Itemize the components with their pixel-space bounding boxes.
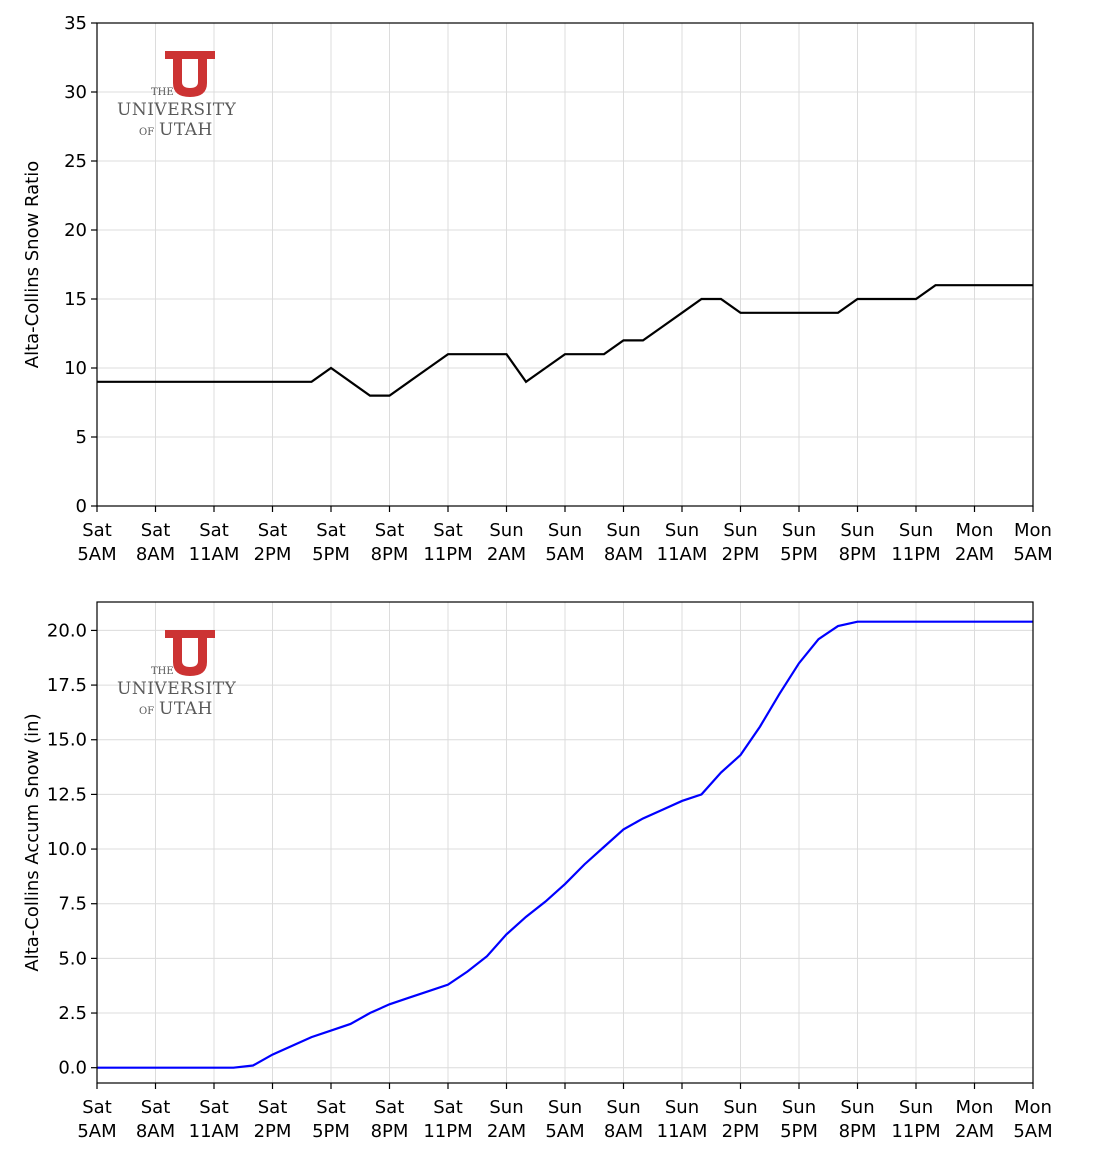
x-tick-label: Sun 2AM bbox=[487, 1097, 526, 1142]
snow-ratio-chart: THE UNIVERSITY OF UTAH 0 5 10 15 20 25 30 35 Sat 5AM S… bbox=[22, 13, 1053, 565]
university-logo: THE UNIVERSITY OF UTAH bbox=[117, 630, 237, 719]
x-tick-label: Sun 5PM bbox=[780, 520, 818, 565]
x-tick-label: Sun 8AM bbox=[604, 1097, 643, 1142]
x-tick-label: Sun 2PM bbox=[722, 520, 760, 565]
x-tick-label: Sat 8AM bbox=[136, 520, 175, 565]
x-tick-label: Sun 8PM bbox=[839, 520, 877, 565]
y-axis-label: Alta-Collins Snow Ratio bbox=[22, 161, 43, 369]
y-tick-label: 12.5 bbox=[47, 784, 87, 805]
x-tick-label: Sat 11AM bbox=[189, 520, 240, 565]
y-tick-label: 2.5 bbox=[58, 1003, 87, 1024]
x-tick-label: Mon 5AM bbox=[1013, 520, 1052, 565]
x-tick-label: Sat 11AM bbox=[189, 1097, 240, 1142]
x-tick-label: Sat 5AM bbox=[77, 1097, 116, 1142]
x-tick-label: Sat 5PM bbox=[312, 1097, 350, 1142]
x-tick-label: Sun 11AM bbox=[657, 1097, 708, 1142]
y-axis-label: Alta-Collins Accum Snow (in) bbox=[22, 713, 43, 971]
x-tick-label: Mon 2AM bbox=[955, 520, 994, 565]
y-tick-label: 0.0 bbox=[58, 1058, 87, 1079]
logo-text-the: THE bbox=[151, 87, 174, 98]
university-logo: THE UNIVERSITY OF UTAH bbox=[117, 51, 237, 140]
x-tick-label: Sat 8AM bbox=[136, 1097, 175, 1142]
x-tick-label: Sat 11PM bbox=[423, 520, 472, 565]
y-tick-label: 5.0 bbox=[58, 948, 87, 969]
u-logo-icon bbox=[165, 630, 215, 676]
x-tick-label: Sun 8AM bbox=[604, 520, 643, 565]
x-tick-label: Sat 2PM bbox=[254, 520, 292, 565]
y-tick-label: 20 bbox=[64, 220, 87, 241]
logo-text-utah: UTAH bbox=[159, 120, 213, 140]
accum-snow-chart: THE UNIVERSITY OF UTAH 0.0 2.5 5.0 7.5 10.0 12.5 1… bbox=[22, 601, 1053, 1142]
y-tick-label: 35 bbox=[64, 13, 87, 34]
x-tick-label: Sun 11PM bbox=[891, 1097, 940, 1142]
x-tick-label: Sat 2PM bbox=[254, 1097, 292, 1142]
x-tick-label: Sun 5PM bbox=[780, 1097, 818, 1142]
x-tick-label: Sat 11PM bbox=[423, 1097, 472, 1142]
x-tick-label: Sat 8PM bbox=[371, 520, 409, 565]
x-tick-label: Sun 5AM bbox=[545, 1097, 584, 1142]
x-tick-label: Sun 11PM bbox=[891, 520, 940, 565]
y-tick-label: 25 bbox=[64, 151, 87, 172]
u-logo-icon bbox=[165, 51, 215, 97]
x-tick-label: Sun 8PM bbox=[839, 1097, 877, 1142]
logo-text-utah: UTAH bbox=[159, 699, 213, 719]
logo-text-the: THE bbox=[151, 666, 174, 677]
x-tick-label: Sun 2PM bbox=[722, 1097, 760, 1142]
logo-text-of: OF bbox=[139, 127, 154, 138]
x-tick-label: Sat 5PM bbox=[312, 520, 350, 565]
y-tick-label: 10.0 bbox=[47, 839, 87, 860]
y-tick-label: 5 bbox=[76, 427, 87, 448]
y-tick-label: 15.0 bbox=[47, 730, 87, 751]
x-tick-label: Sun 2AM bbox=[487, 520, 526, 565]
x-tick-label: Mon 5AM bbox=[1013, 1097, 1052, 1142]
x-tick-label: Sun 5AM bbox=[545, 520, 584, 565]
x-tick-label: Sat 8PM bbox=[371, 1097, 409, 1142]
y-tick-label: 20.0 bbox=[47, 620, 87, 641]
logo-text-university: UNIVERSITY bbox=[117, 679, 237, 699]
logo-text-of: OF bbox=[139, 706, 154, 717]
series-line bbox=[97, 284, 1033, 397]
x-tick-label: Mon 2AM bbox=[955, 1097, 994, 1142]
x-tick-label: Sat 5AM bbox=[77, 520, 116, 565]
y-tick-label: 15 bbox=[64, 289, 87, 310]
y-tick-label: 17.5 bbox=[47, 675, 87, 696]
y-tick-label: 7.5 bbox=[58, 894, 87, 915]
x-tick-label: Sun 11AM bbox=[657, 520, 708, 565]
y-tick-label: 0 bbox=[76, 496, 87, 517]
logo-text-university: UNIVERSITY bbox=[117, 100, 237, 120]
series-line bbox=[97, 620, 1033, 1069]
y-tick-label: 30 bbox=[64, 82, 87, 103]
y-tick-label: 10 bbox=[64, 358, 87, 379]
